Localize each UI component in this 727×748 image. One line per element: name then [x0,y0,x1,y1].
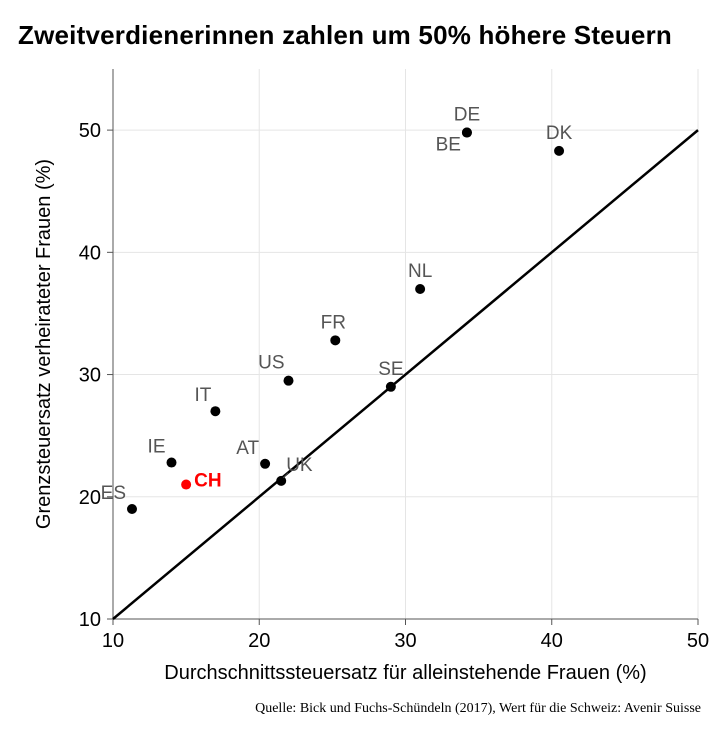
data-point [181,480,191,490]
x-tick-label: 30 [394,630,416,652]
x-tick-label: 20 [248,630,270,652]
data-point [127,504,137,514]
data-point [386,382,396,392]
y-tick-label: 30 [79,365,101,387]
data-point-label: BE [436,135,461,156]
data-point [260,459,270,469]
data-point-label: SE [378,359,403,380]
x-tick-label: 50 [687,630,709,652]
data-point-label: IE [148,437,166,458]
data-point-label: FR [321,312,346,333]
data-point [284,376,294,386]
x-tick-label: 10 [102,630,124,652]
y-tick-label: 50 [79,120,101,142]
data-point-label: CH [194,471,221,492]
x-tick-label: 40 [541,630,563,652]
data-point-label: DK [546,123,573,144]
y-tick-label: 10 [79,609,101,631]
data-point [167,458,177,468]
data-point-label: DE [454,105,480,126]
data-point [462,128,472,138]
data-point-label: ES [101,483,126,504]
data-point-label: US [258,353,284,374]
data-point-label: NL [408,261,432,282]
x-axis-label: Durchschnittssteuersatz für alleinstehen… [164,662,646,684]
data-point-label: UK [286,455,313,476]
scatter-chart: 10 20 30 40 50 10 20 30 40 50 Durchschnittssteuers… [18,57,709,697]
data-point [415,284,425,294]
y-tick-label: 40 [79,242,101,264]
data-point-label: IT [194,385,211,406]
y-tick-label: 20 [79,487,101,509]
data-point [330,335,340,345]
data-point [210,406,220,416]
y-axis-label: Grenzsteuersatz verheirateter Frauen (%) [33,159,55,529]
data-point-label: AT [236,438,259,459]
source-line: Quelle: Bick und Fuchs-Schündeln (2017),… [18,697,709,717]
data-point [276,476,286,486]
chart-title: Zweitverdienerinnen zahlen um 50% höhere… [18,20,709,51]
data-point [554,146,564,156]
